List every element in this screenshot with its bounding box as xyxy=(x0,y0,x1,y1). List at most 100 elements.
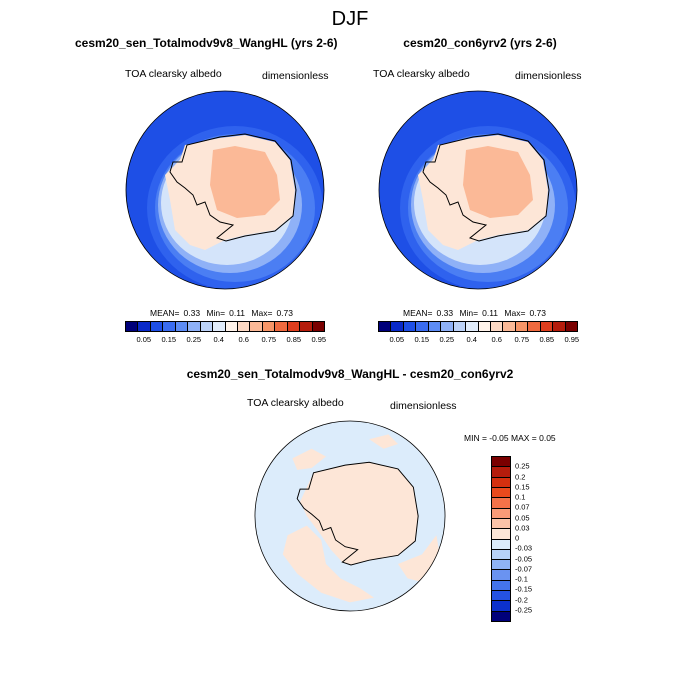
colorbar-swatch xyxy=(490,322,504,331)
colorbar-swatches xyxy=(125,321,325,332)
colorbar-swatch xyxy=(428,322,442,331)
colorbar-swatch xyxy=(200,322,214,331)
colorbar-tick-label: 0.15 xyxy=(414,335,430,344)
colorbar-swatch xyxy=(237,322,251,331)
colorbar-swatch xyxy=(175,322,189,331)
colorbar-swatch xyxy=(492,529,510,540)
panel-3-map xyxy=(254,420,446,612)
colorbar-swatch xyxy=(453,322,467,331)
colorbar-tick-label: 0.05 xyxy=(136,335,152,344)
min-label: Min= xyxy=(459,308,479,318)
colorbar-swatch xyxy=(312,322,324,331)
colorbar-swatch xyxy=(492,498,510,509)
max-label: Max= xyxy=(251,308,273,318)
colorbar-swatch xyxy=(250,322,263,331)
panel-2-stats: MEAN= 0.33 Min= 0.11 Max= 0.73 xyxy=(403,308,550,318)
colorbar-tick-label: -0.25 xyxy=(515,605,533,615)
colorbar-swatch xyxy=(553,322,566,331)
min-value: 0.11 xyxy=(482,308,499,318)
panel-3-title: cesm20_sen_Totalmodv9v8_WangHL - cesm20_… xyxy=(186,367,514,381)
diff-colorbar-ticks: 0.25 0.2 0.15 0.1 0.07 0.05 0.03 0 -0.03 -0.05 -0.… xyxy=(515,456,555,620)
mean-value: 0.33 xyxy=(436,308,454,318)
colorbar-tick-label: 0.25 xyxy=(439,335,455,344)
colorbar-swatch xyxy=(478,322,491,331)
colorbar-tick-label: -0.1 xyxy=(515,574,528,584)
colorbar-swatch xyxy=(492,467,510,478)
colorbar-swatch xyxy=(188,322,201,331)
colorbar-swatch xyxy=(492,457,510,468)
colorbar-ticks: 0.05 0.15 0.25 0.4 0.6 0.75 0.85 0.95 xyxy=(378,332,580,344)
colorbar-tick-label: -0.05 xyxy=(515,554,533,563)
colorbar-tick-label: 0 xyxy=(515,533,520,543)
colorbar-tick-label: 0.85 xyxy=(286,335,302,344)
max-value: 0.73 xyxy=(529,308,546,318)
colorbar-swatch xyxy=(540,322,554,331)
colorbar-swatch xyxy=(492,560,510,571)
colorbar-swatch xyxy=(515,322,529,331)
colorbar-swatch xyxy=(492,487,510,499)
colorbar-swatch xyxy=(138,322,151,331)
colorbar-swatch xyxy=(466,322,479,331)
panel-2-title: cesm20_con6yrv2 (yrs 2-6) xyxy=(403,36,557,50)
colorbar-swatch xyxy=(163,322,176,331)
colorbar-swatch xyxy=(441,322,454,331)
colorbar-swatch xyxy=(492,611,510,621)
colorbar-swatch xyxy=(492,539,510,550)
colorbar-swatch xyxy=(213,322,226,331)
panel-2-map xyxy=(378,90,578,290)
colorbar-swatch xyxy=(126,322,139,331)
colorbar-swatch xyxy=(565,322,577,331)
mean-label: MEAN= xyxy=(150,308,180,318)
colorbar-swatch xyxy=(225,322,238,331)
colorbar-swatch xyxy=(300,322,313,331)
colorbar-tick-label: 0.25 xyxy=(515,461,530,471)
colorbar-swatch xyxy=(275,322,288,331)
colorbar-tick-label: 0.75 xyxy=(261,335,277,344)
colorbar-tick-label: 0.2 xyxy=(515,472,526,481)
colorbar-swatch xyxy=(391,322,404,331)
colorbar-tick-label: 0.03 xyxy=(515,523,530,533)
colorbar-tick-label: 0.75 xyxy=(514,335,530,344)
colorbar-tick-label: 0.6 xyxy=(238,335,249,344)
colorbar-tick-label: 0.15 xyxy=(515,482,530,492)
panel-1-colorbar: 0.05 0.15 0.25 0.4 0.6 0.75 0.85 0.95 xyxy=(125,321,327,344)
colorbar-swatch xyxy=(528,322,541,331)
panel-1-map xyxy=(125,90,325,290)
colorbar-tick-label: 0.4 xyxy=(466,335,477,344)
colorbar-swatch xyxy=(287,322,301,331)
colorbar-swatch xyxy=(492,549,510,561)
panel-1-variable-label: TOA clearsky albedo xyxy=(125,68,222,80)
min-label: Min= xyxy=(206,308,226,318)
colorbar-tick-label: 0.15 xyxy=(161,335,177,344)
mean-value: 0.33 xyxy=(183,308,201,318)
colorbar-tick-label: 0.95 xyxy=(564,335,580,344)
colorbar-ticks: 0.05 0.15 0.25 0.4 0.6 0.75 0.85 0.95 xyxy=(125,332,327,344)
max-label: Max= xyxy=(504,308,526,318)
colorbar-swatch xyxy=(492,601,510,612)
colorbar-swatch xyxy=(416,322,429,331)
panel-2-variable-label: TOA clearsky albedo xyxy=(373,68,470,80)
colorbar-swatch xyxy=(492,591,510,602)
colorbar-tick-label: 0.4 xyxy=(213,335,224,344)
colorbar-swatch xyxy=(403,322,417,331)
min-value: 0.11 xyxy=(229,308,246,318)
colorbar-tick-label: 0.6 xyxy=(491,335,502,344)
colorbar-swatch xyxy=(262,322,276,331)
colorbar-swatch xyxy=(492,477,510,488)
colorbar-swatch xyxy=(492,580,510,592)
colorbar-swatch xyxy=(379,322,392,331)
diff-colorbar xyxy=(491,456,511,622)
panel-1-stats: MEAN= 0.33 Min= 0.11 Max= 0.73 xyxy=(150,308,297,318)
panel-2-colorbar: 0.05 0.15 0.25 0.4 0.6 0.75 0.85 0.95 xyxy=(378,321,580,344)
max-value: 0.73 xyxy=(276,308,293,318)
colorbar-swatch xyxy=(492,508,510,519)
colorbar-tick-label: 0.1 xyxy=(515,492,526,502)
colorbar-swatch xyxy=(492,570,510,581)
colorbar-swatch xyxy=(492,518,510,530)
colorbar-tick-label: -0.07 xyxy=(515,564,533,574)
mean-label: MEAN= xyxy=(403,308,433,318)
colorbar-tick-label: -0.03 xyxy=(515,543,533,553)
colorbar-swatch xyxy=(150,322,164,331)
colorbar-tick-label: 0.95 xyxy=(311,335,327,344)
season-title: DJF xyxy=(331,8,369,30)
